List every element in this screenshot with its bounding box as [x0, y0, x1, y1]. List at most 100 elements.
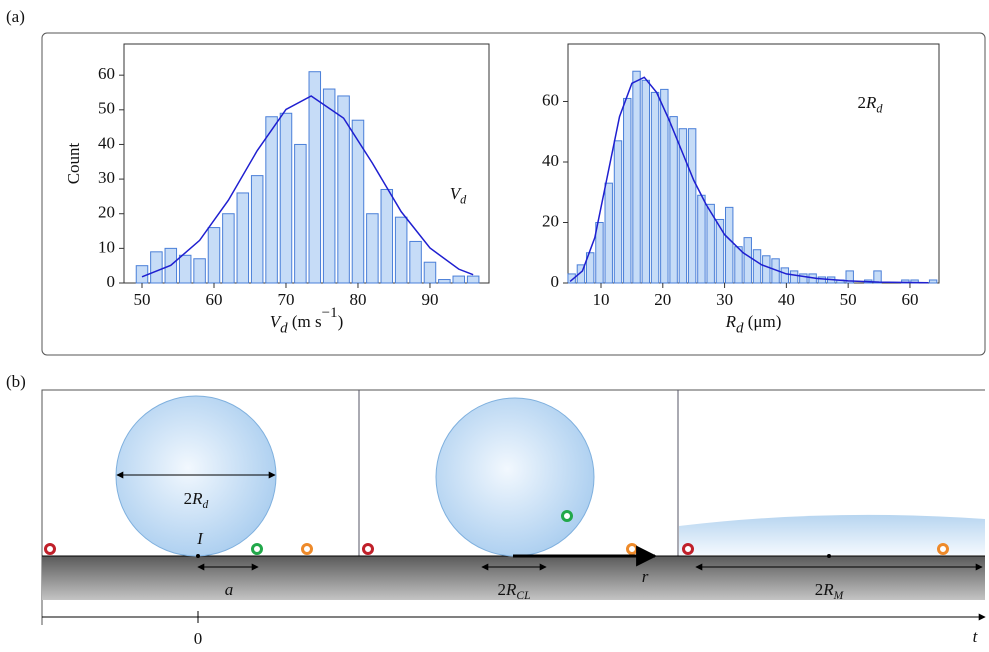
panel-label: (a)	[6, 7, 25, 26]
markers	[44, 510, 949, 555]
bar	[576, 264, 586, 284]
label-part: 2	[815, 580, 824, 599]
frame	[41, 389, 985, 625]
bar	[409, 240, 422, 284]
bar	[236, 192, 250, 284]
label: a	[225, 580, 234, 599]
x-tick-label: 50	[840, 290, 857, 309]
bar	[351, 119, 365, 284]
fit-curve	[141, 95, 474, 278]
bar	[928, 279, 938, 284]
label-part: 2	[497, 580, 506, 599]
bar	[715, 218, 725, 284]
y-tick-label: 50	[98, 99, 115, 118]
bar	[567, 273, 576, 284]
bar	[873, 270, 882, 284]
bar	[752, 249, 762, 284]
bar	[734, 246, 743, 284]
label-part: −1	[322, 306, 338, 322]
bar	[279, 112, 293, 284]
bar	[687, 128, 697, 284]
bar	[762, 255, 771, 284]
y-tick-label: 60	[98, 64, 115, 83]
bar	[452, 275, 466, 284]
bar	[466, 275, 480, 284]
bar	[725, 206, 734, 284]
bar	[613, 140, 623, 284]
label: I	[196, 529, 204, 548]
y-tick-label: 40	[98, 133, 115, 152]
inset-label: Vd	[450, 184, 467, 206]
label-part: R	[505, 580, 517, 599]
x-tick-label: 40	[778, 290, 795, 309]
diagram: I a r 0 t	[41, 389, 986, 648]
label: 0	[194, 629, 203, 648]
bar	[697, 194, 706, 284]
label: r	[642, 567, 649, 586]
panel-label: (b)	[6, 372, 26, 391]
label-part: (m s	[288, 312, 322, 331]
label-part: R	[191, 489, 203, 508]
bar	[641, 79, 651, 284]
marker	[251, 543, 263, 555]
bar	[150, 251, 163, 284]
bar	[178, 254, 192, 284]
bar	[294, 143, 307, 284]
marker	[301, 543, 313, 555]
y-tick-label: 0	[107, 272, 116, 291]
bar	[604, 182, 613, 284]
panel-frame	[41, 32, 986, 356]
bar	[380, 188, 394, 284]
label-part: d	[460, 192, 467, 206]
diagram-label: 2RCL	[497, 580, 530, 602]
bar	[817, 276, 827, 284]
x-tick-label: 80	[349, 290, 366, 309]
label-part: d	[280, 321, 288, 337]
x-tick-label: 60	[205, 290, 222, 309]
x-tick-label: 30	[716, 290, 733, 309]
y-axis-label: Count	[64, 142, 83, 184]
bar	[265, 116, 278, 284]
bar	[632, 70, 641, 284]
label-part: V	[450, 184, 463, 203]
y-tick-label: 20	[98, 203, 115, 222]
center-point	[827, 554, 831, 558]
x-axis-label: Rd (μm)	[725, 312, 782, 337]
impact-point	[196, 554, 200, 558]
bar	[322, 88, 336, 284]
label-part: )	[338, 312, 344, 331]
y-tick-label: 30	[98, 168, 115, 187]
bar	[650, 91, 660, 284]
bar	[789, 270, 799, 284]
label-part: R	[822, 580, 834, 599]
x-tick-label: 60	[901, 290, 918, 309]
splat	[679, 514, 985, 555]
y-tick-label: 60	[542, 90, 559, 109]
x-tick-label: 20	[654, 290, 671, 309]
y-tick-label: 0	[551, 272, 560, 291]
substrate	[42, 556, 985, 600]
bar	[799, 273, 808, 284]
bar	[845, 270, 854, 284]
bar	[743, 237, 752, 284]
y-tick-label: 20	[542, 211, 559, 230]
bar	[660, 88, 669, 284]
label-part: CL	[516, 589, 530, 602]
label-part: (μm)	[743, 312, 781, 331]
x-tick-label: 90	[421, 290, 438, 309]
bar	[193, 258, 206, 284]
label-part: R	[865, 93, 877, 112]
bar	[595, 221, 604, 284]
bar	[585, 252, 595, 284]
bar	[669, 116, 678, 284]
bar	[337, 95, 350, 284]
diagram-label: 2Rd	[184, 489, 209, 511]
fit-curve	[569, 76, 929, 284]
marker	[561, 510, 573, 522]
y-tick-label: 40	[542, 151, 559, 170]
bar	[678, 128, 688, 284]
inset-label: 2Rd	[857, 93, 883, 115]
bar	[438, 279, 451, 284]
